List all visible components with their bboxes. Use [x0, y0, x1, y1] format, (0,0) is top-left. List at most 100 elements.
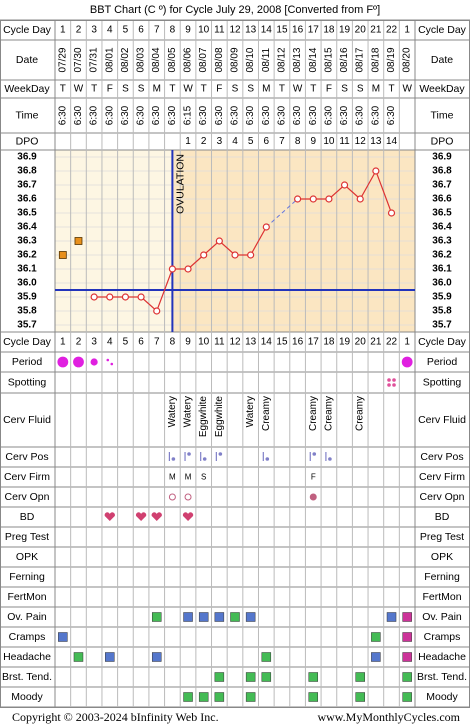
time-cell: 6:30: [198, 105, 209, 125]
row-label: Period: [12, 356, 43, 368]
cycle_day-cell: 9: [185, 25, 191, 36]
time-cell: 6:30: [355, 105, 366, 125]
temp-point: [262, 223, 270, 231]
row-label: BD: [20, 511, 35, 523]
cerv-opn-mark: [184, 493, 192, 501]
symptom-mark: [386, 612, 397, 622]
period-mark: [57, 356, 69, 368]
cycle_day-cell: 1: [60, 337, 66, 348]
temp-point: [356, 195, 364, 203]
time-cell: 6:30: [57, 105, 68, 125]
time-cell: 6:30: [136, 105, 147, 125]
row-label: Preg Test: [5, 531, 49, 543]
symptom-mark: [198, 692, 209, 702]
cycle_day-cell: 13: [245, 337, 257, 348]
symptom-mark: [245, 672, 256, 682]
cycle_day-cell: 17: [308, 337, 320, 348]
date-cell: 08/01: [104, 47, 115, 72]
time-cell: 6:30: [230, 105, 241, 125]
y-tick-label: 36.7: [432, 180, 452, 191]
dpo-cell: 9: [310, 136, 316, 147]
weekday-cell: M: [262, 84, 270, 95]
time-cell: 6:30: [386, 105, 397, 125]
row-label: Cerv Fluid: [3, 414, 51, 426]
symptom-mark: [230, 612, 240, 622]
time-cell: 6:30: [245, 105, 256, 125]
cycle_day-cell: 5: [123, 337, 129, 348]
pos-dot: [171, 457, 176, 461]
pos-dot: [265, 457, 270, 461]
cycle_day-cell: 15: [276, 337, 288, 348]
dpo-cell: 4: [232, 136, 238, 147]
y-tick-label: 36.8: [17, 166, 37, 177]
cycle_day-cell: 4: [107, 25, 113, 36]
row-label: Date: [431, 54, 453, 66]
temp-point: [215, 237, 223, 245]
date-cell: 08/12: [276, 47, 287, 72]
symptom-mark: [214, 672, 225, 682]
y-tick-label: 36.2: [17, 250, 37, 261]
cycle_day-cell: 22: [386, 337, 398, 348]
cerv-fluid-text: Creamy: [261, 396, 272, 431]
cerv-fluid-text: Creamy: [323, 396, 334, 431]
row-label: Time: [431, 110, 454, 122]
y-tick-label: 35.9: [17, 292, 37, 303]
cycle_day-cell: 9: [185, 337, 191, 348]
temp-point: [153, 307, 161, 315]
cycle_day-cell: 1: [404, 25, 410, 36]
time-cell: 6:30: [120, 105, 131, 125]
date-cell: 08/08: [214, 47, 225, 72]
time-cell: 6:30: [151, 105, 162, 125]
date-cell: 07/31: [89, 47, 100, 72]
date-cell: 08/15: [323, 47, 334, 72]
date-cell: 08/09: [230, 47, 241, 72]
symptom-mark: [151, 652, 162, 662]
temp-point: [184, 265, 192, 273]
spot-dot: [392, 383, 396, 387]
weekday-cell: S: [232, 84, 239, 95]
period-mark: [401, 356, 413, 368]
copyright: Copyright © 2003-2024 bInfinity Web Inc.: [12, 710, 219, 724]
date-cell: 08/16: [339, 47, 350, 72]
time-cell: 6:30: [73, 105, 84, 125]
row-label: Cerv Fluid: [418, 414, 466, 426]
row-label: Cerv Firm: [4, 471, 50, 483]
dpo-cell: 14: [386, 136, 398, 147]
pos-dot: [202, 457, 207, 461]
y-tick-label: 35.7: [17, 320, 37, 331]
cycle_day-cell: 2: [76, 25, 82, 36]
weekday-cell: S: [341, 84, 348, 95]
dpo-cell: 13: [370, 136, 382, 147]
cycle_day-cell: 8: [170, 25, 176, 36]
cerv-pos-mark: [184, 452, 191, 461]
y-tick-label: 36.1: [432, 264, 452, 275]
y-tick-label: 35.8: [432, 306, 452, 317]
y-tick-label: 35.7: [432, 320, 452, 331]
temp-point: [340, 181, 349, 189]
pos-dot: [218, 452, 223, 456]
cycle_day-cell: 3: [91, 337, 97, 348]
symptom-mark: [355, 692, 365, 702]
cerv-pos-mark: [262, 452, 270, 461]
time-cell: 6:30: [308, 105, 319, 125]
cycle_day-cell: 11: [214, 337, 225, 348]
date-cell: 08/13: [292, 47, 303, 72]
spotting-mark: [387, 378, 396, 387]
date-cell: 07/30: [73, 47, 84, 72]
weekday-cell: W: [402, 84, 412, 95]
symptom-mark: [355, 672, 365, 682]
y-tick-label: 36.8: [432, 166, 452, 177]
weekday-cell: T: [60, 84, 66, 95]
symptom-mark: [371, 652, 381, 662]
bd-mark: [151, 512, 162, 521]
row-label: Cerv Firm: [419, 471, 465, 483]
y-tick-label: 36.3: [17, 236, 37, 247]
cycle_day-cell: 22: [386, 25, 398, 36]
dpo-cell: 1: [185, 136, 191, 147]
weekday-cell: W: [74, 84, 84, 95]
cerv-fluid-text: Eggwhite: [198, 396, 209, 438]
y-tick-label: 36.3: [432, 236, 452, 247]
temp-point: [372, 167, 380, 175]
symptom-mark: [402, 672, 412, 682]
